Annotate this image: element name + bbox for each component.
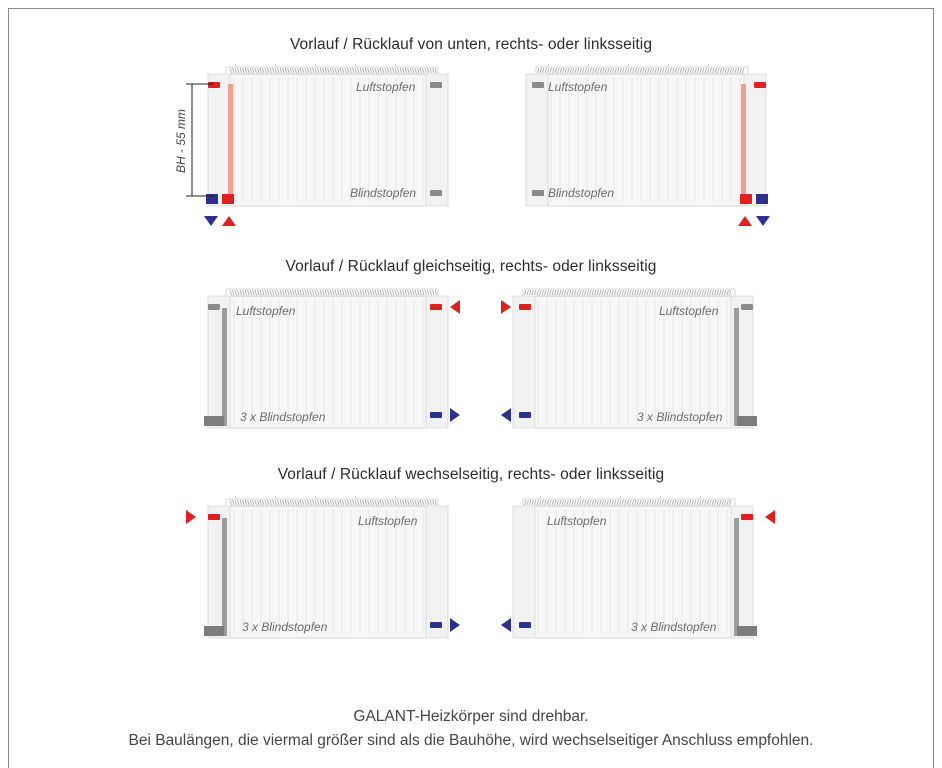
- supply-connection-bottom: [222, 194, 234, 204]
- supply-connection: [754, 82, 766, 88]
- supply-connection: [741, 514, 753, 520]
- supply-arrow: [450, 300, 460, 314]
- supply-connection: [208, 514, 220, 520]
- row-title-opposite-side: Vorlauf / Rücklauf wechselseitig, rechts…: [277, 466, 665, 483]
- right-side-panel: [425, 73, 449, 207]
- radiator-same-side-left: Luftstopfen 3 x Blindstopfen: [200, 284, 460, 429]
- return-connection: [519, 412, 531, 418]
- supply-arrow: [222, 216, 236, 226]
- radiator-opposite-left: Luftstopfen 3 x Blindstopfen: [186, 494, 460, 639]
- row-title-bottom-connection: Vorlauf / Rücklauf von unten, rechts- od…: [289, 36, 653, 53]
- row-title-same-side: Vorlauf / Rücklauf gleichseitig, rechts-…: [285, 258, 657, 275]
- return-arrow: [204, 216, 218, 226]
- right-side-panel: [512, 295, 536, 429]
- blind-plug: [430, 190, 442, 196]
- return-arrow: [450, 408, 460, 422]
- radiator-grille: [522, 288, 736, 297]
- return-connection: [756, 194, 768, 204]
- supply-connection: [519, 304, 531, 310]
- height-dimension-label: BH - 55 mm: [174, 109, 188, 174]
- radiator-grille: [522, 498, 736, 507]
- internal-pipe: [222, 308, 227, 426]
- air-plug: [741, 304, 753, 310]
- air-plug: [430, 82, 442, 88]
- supply-arrow: [501, 300, 511, 314]
- blind-plug-label: Blindstopfen: [350, 186, 417, 200]
- return-connection: [430, 622, 442, 628]
- air-plug: [208, 304, 220, 310]
- radiator-fins: [528, 510, 728, 634]
- radiator-grille: [225, 66, 439, 75]
- blind-plug-label: 3 x Blindstopfen: [240, 410, 326, 424]
- radiator-fins: [541, 78, 741, 202]
- air-plug-label: Luftstopfen: [548, 80, 608, 94]
- return-arrow: [501, 408, 511, 422]
- radiator-bottom-left: Luftstopfen Blindstopfen: [186, 62, 456, 226]
- return-arrow: [501, 618, 511, 632]
- supply-connection: [208, 82, 220, 88]
- supply-riser-pipe: [228, 84, 233, 202]
- air-plug-label: Luftstopfen: [358, 514, 418, 528]
- supply-arrow: [765, 510, 775, 524]
- footer-line-2: Bei Baulängen, die viermal größer sind a…: [128, 732, 814, 749]
- blind-plug-label: 3 x Blindstopfen: [637, 410, 723, 424]
- radiator-bottom-right: Luftstopfen Blindstopfen: [518, 62, 774, 226]
- footer-line-1: GALANT-Heizkörper sind drehbar.: [353, 708, 589, 725]
- blind-plug-label: 3 x Blindstopfen: [631, 620, 717, 634]
- air-plug-label: Luftstopfen: [236, 304, 296, 318]
- radiator-opposite-right: Luftstopfen 3 x Blindstopfen: [501, 494, 775, 639]
- blind-plug-label: 3 x Blindstopfen: [242, 620, 328, 634]
- blind-plug: [737, 626, 757, 636]
- radiator-same-side-right: Luftstopfen 3 x Blindstopfen: [501, 284, 761, 429]
- supply-connection: [430, 304, 442, 310]
- radiator-grille: [225, 498, 439, 507]
- supply-arrow: [738, 216, 752, 226]
- right-side-panel: [425, 505, 449, 639]
- radiator-fins: [233, 300, 433, 424]
- radiator-fins: [528, 300, 728, 424]
- air-plug: [532, 82, 544, 88]
- air-plug-label: Luftstopfen: [356, 80, 416, 94]
- supply-arrow: [186, 510, 196, 524]
- left-side-panel: [207, 73, 231, 207]
- internal-pipe: [734, 308, 739, 426]
- supply-connection-bottom: [740, 194, 752, 204]
- air-plug-label: Luftstopfen: [659, 304, 719, 318]
- radiator-grille: [535, 66, 749, 75]
- internal-pipe: [222, 518, 227, 636]
- diagram-frame: [8, 8, 934, 768]
- right-side-panel: [512, 505, 536, 639]
- right-side-panel: [525, 73, 549, 207]
- blind-plug: [204, 626, 224, 636]
- return-connection: [519, 622, 531, 628]
- return-arrow: [756, 216, 770, 226]
- blind-plug: [204, 416, 224, 426]
- radiator-fins: [233, 78, 433, 202]
- supply-riser-pipe: [741, 84, 746, 202]
- radiator-grille: [225, 288, 439, 297]
- return-connection: [206, 194, 218, 204]
- right-side-panel: [425, 295, 449, 429]
- return-connection: [430, 412, 442, 418]
- blind-plug: [532, 190, 544, 196]
- blind-plug-label: Blindstopfen: [548, 186, 615, 200]
- internal-pipe: [734, 518, 739, 636]
- return-arrow: [450, 618, 460, 632]
- blind-plug: [737, 416, 757, 426]
- left-side-panel: [743, 73, 767, 207]
- air-plug-label: Luftstopfen: [547, 514, 607, 528]
